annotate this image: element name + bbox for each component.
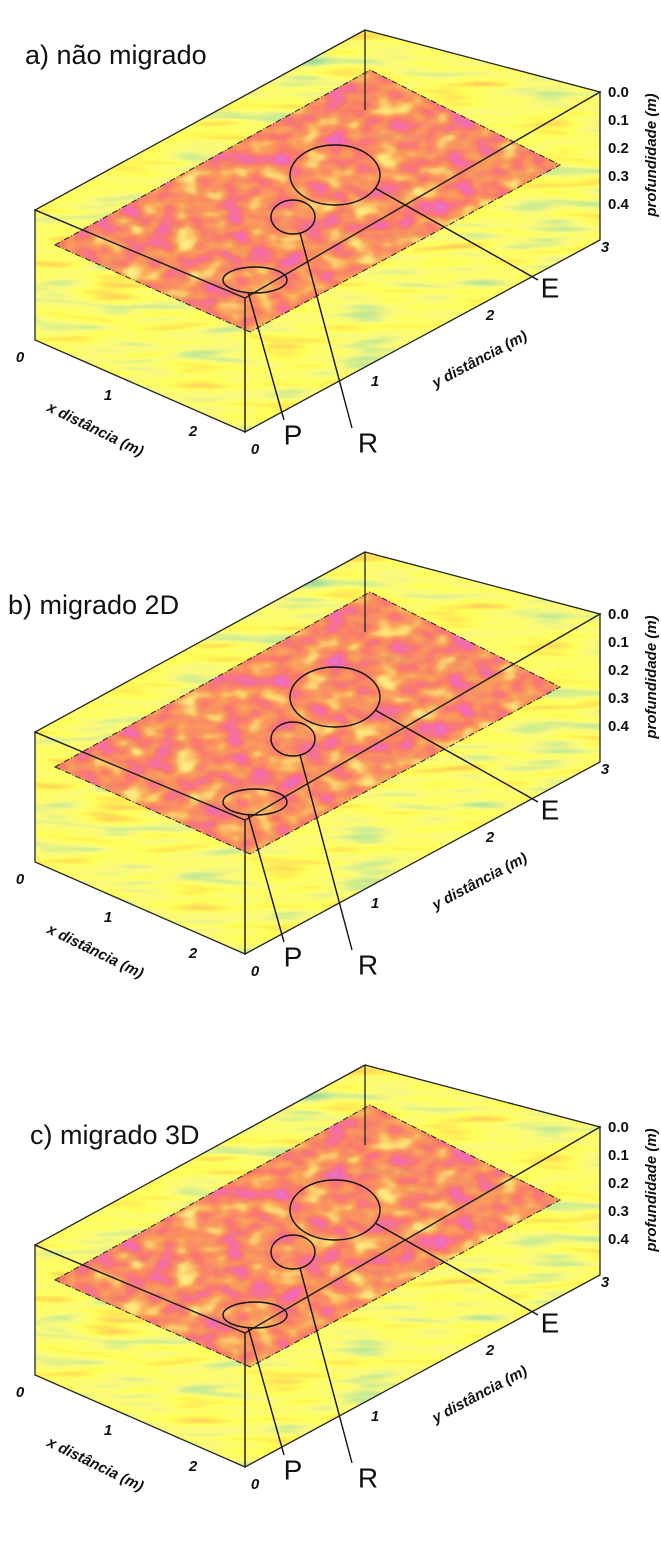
z-tick-label: 0.0 [608, 84, 629, 101]
marker-label: P [284, 941, 303, 972]
marker-label: R [358, 949, 378, 980]
panel-title: b) migrado 2D [8, 590, 179, 620]
x-tick-label: 2 [188, 945, 198, 962]
z-axis-label: profundidade (m) [643, 93, 660, 217]
x-tick-label: 1 [104, 1422, 112, 1439]
z-tick-label: 0.0 [608, 1119, 629, 1136]
y-tick-label: 0 [251, 963, 260, 980]
y-tick-label: 2 [485, 829, 495, 846]
x-axis-label: x distância (m) [43, 1433, 146, 1495]
figure: a) não migrado 0.0 0.1 0.2 0.3 0.4 profundidad… [0, 0, 661, 1543]
marker-label: E [541, 1307, 560, 1338]
z-tick-label: 0.0 [608, 606, 629, 623]
y-tick-label: 3 [601, 239, 610, 256]
panel: b) migrado 2D 0.0 0.1 0.2 0.3 0.4 profundidade… [0, 522, 661, 1022]
marker-label: P [284, 1454, 303, 1485]
x-axis-label: x distância (m) [43, 398, 146, 460]
z-tick-label: 0.1 [608, 1147, 629, 1164]
marker-label: R [358, 427, 378, 458]
panel: c) migrado 3D 0.0 0.1 0.2 0.3 0.4 profundidade… [0, 1035, 661, 1535]
z-tick-label: 0.2 [608, 662, 629, 679]
z-axis-label: profundidade (m) [643, 1128, 660, 1252]
z-tick-label: 0.4 [608, 196, 630, 213]
z-axis-label: profundidade (m) [643, 615, 660, 739]
y-axis-label: y distância (m) [429, 849, 531, 914]
x-tick-label: 1 [104, 387, 112, 404]
y-tick-label: 0 [251, 1476, 260, 1493]
x-tick-label: 0 [16, 871, 25, 888]
x-axis-label: x distância (m) [43, 920, 146, 982]
z-tick-label: 0.4 [608, 718, 630, 735]
z-tick-label: 0.3 [608, 1203, 629, 1220]
panel-title: a) não migrado [25, 40, 207, 70]
marker-label: E [541, 794, 560, 825]
z-tick-label: 0.1 [608, 112, 629, 129]
y-tick-label: 1 [371, 895, 379, 912]
z-tick-label: 0.4 [608, 1231, 630, 1248]
y-tick-label: 1 [371, 1408, 379, 1425]
z-tick-label: 0.2 [608, 1175, 629, 1192]
x-tick-label: 2 [188, 423, 198, 440]
y-tick-label: 2 [485, 307, 495, 324]
z-tick-label: 0.3 [608, 168, 629, 185]
x-tick-label: 2 [188, 1458, 198, 1475]
y-tick-label: 3 [601, 1274, 610, 1291]
z-tick-label: 0.3 [608, 690, 629, 707]
marker-label: P [284, 419, 303, 450]
panel: a) não migrado 0.0 0.1 0.2 0.3 0.4 profundidad… [0, 0, 661, 500]
y-tick-label: 1 [371, 373, 379, 390]
y-tick-label: 2 [485, 1342, 495, 1359]
panel-title: c) migrado 3D [30, 1120, 200, 1150]
y-tick-label: 0 [251, 441, 260, 458]
x-tick-label: 1 [104, 909, 112, 926]
z-tick-label: 0.2 [608, 140, 629, 157]
y-tick-label: 3 [601, 761, 610, 778]
y-axis-label: y distância (m) [429, 1362, 531, 1427]
marker-label: R [358, 1462, 378, 1493]
z-tick-label: 0.1 [608, 634, 629, 651]
y-axis-label: y distância (m) [429, 327, 531, 392]
x-tick-label: 0 [16, 349, 25, 366]
x-tick-label: 0 [16, 1384, 25, 1401]
marker-label: E [541, 272, 560, 303]
